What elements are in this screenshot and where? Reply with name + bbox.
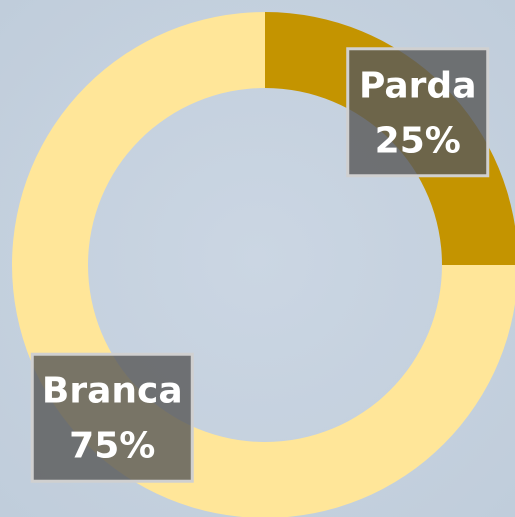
label-box [30,352,194,483]
category-label: Parda [359,65,477,106]
labels: Parda 25% Branca 75% [30,47,490,483]
label-box [346,47,490,178]
value-label: 75% [69,426,155,467]
category-label: Branca [42,371,183,412]
value-label: 25% [375,120,461,161]
